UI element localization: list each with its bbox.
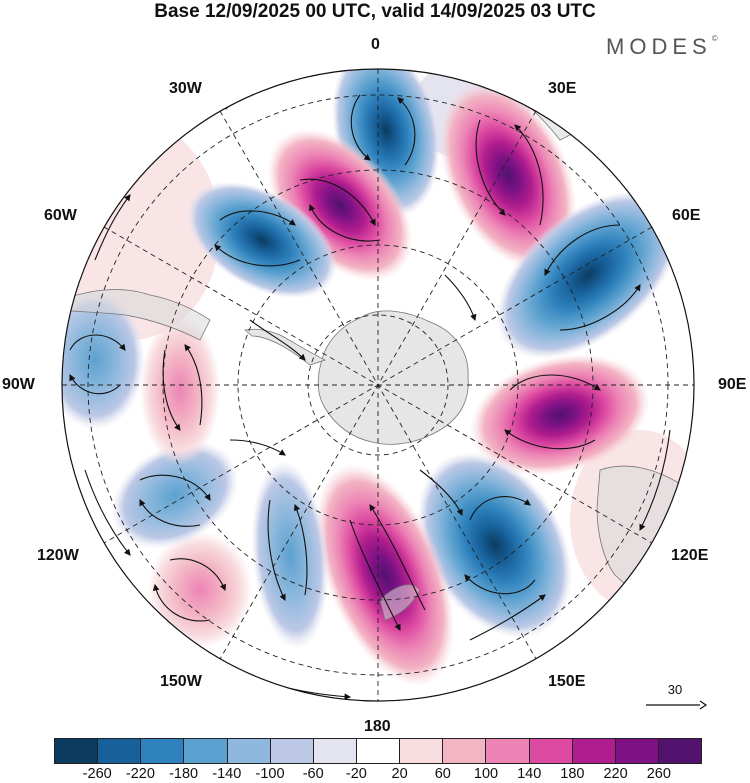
colorbar-label: 20 [391,766,408,782]
reference-vector-arrow-icon [646,700,708,710]
reference-vector: 30 [640,682,710,718]
colorbar-label: 100 [473,766,499,782]
south-america [62,289,211,341]
colorbar-cell [615,739,659,763]
colorbar-label: -100 [255,766,285,782]
brand-logo: MODES© [606,34,718,60]
anomaly-lobe-5 [496,190,680,360]
anomaly-lobe-11 [111,441,239,549]
anomaly-lobe-10 [148,532,252,648]
lon-label-120e: 120E [671,547,709,564]
colorbar-cell [313,739,357,763]
anomaly-lobe-13 [62,290,145,430]
colorbar-cell [55,739,99,763]
lon-label-60e: 60E [672,207,701,224]
anomaly-lobe-12 [140,315,220,465]
lon-label-30e: 30E [548,80,577,97]
anomaly-lobe-2 [439,80,577,270]
lon-label-90w: 90W [2,376,35,393]
brand-mark: © [711,34,718,43]
lon-label-0: 0 [371,36,380,53]
lon-label-30w: 30W [169,80,202,97]
colorbar-label: -20 [345,766,367,782]
lon-label-90e: 90E [718,376,747,393]
reference-vector-value: 30 [667,682,683,697]
anomaly-lobe-8 [315,463,455,687]
lon-label-60w: 60W [44,207,77,224]
colorbar-label: 180 [560,766,585,782]
colorbar-cell [658,739,702,763]
colorbar-label: 260 [646,766,671,782]
anomaly-lobe-9 [251,460,329,650]
colorbar-label: -60 [302,766,324,782]
colorbar-cell [356,739,401,763]
colorbar-cell [529,739,573,763]
colorbar-label: 140 [517,766,542,782]
lon-label-150e: 150E [548,673,586,690]
anomaly-lobe-7 [417,451,573,639]
brand-text: MODES [606,34,712,59]
colorbar-label: -260 [82,766,112,782]
colorbar-label: -220 [125,766,155,782]
colorbar [54,738,702,764]
colorbar-label: -180 [169,766,199,782]
colorbar-label: -140 [212,766,242,782]
colorbar-cell [98,739,142,763]
colorbar-cell [572,739,616,763]
colorbar-label: 220 [603,766,628,782]
colorbar-cell [227,739,271,763]
antarctica [317,310,469,445]
lon-label-120w: 120W [37,547,79,564]
colorbar-cell [184,739,228,763]
colorbar-label: 60 [434,766,451,782]
colorbar-cell [443,739,487,763]
map-border [61,68,695,702]
graticule [62,69,694,701]
colorbar-cell [400,739,444,763]
lon-label-180: 180 [364,718,391,735]
colorbar-cell [141,739,185,763]
chart-title: Base 12/09/2025 00 UTC, valid 14/09/2025… [154,1,596,22]
lon-label-150w: 150W [160,673,202,690]
colorbar-cell [270,739,314,763]
colorbar-cell [486,739,530,763]
